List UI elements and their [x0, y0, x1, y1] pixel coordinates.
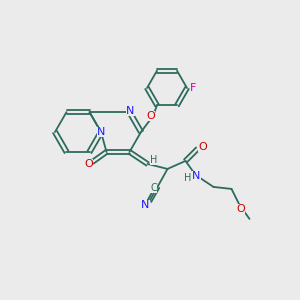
- Text: O: O: [147, 111, 155, 121]
- Text: H: H: [150, 155, 157, 165]
- Text: N: N: [97, 127, 105, 137]
- Text: F: F: [190, 83, 196, 93]
- Text: C: C: [150, 183, 157, 193]
- Text: O: O: [84, 159, 93, 169]
- Text: O: O: [236, 204, 245, 214]
- Text: N: N: [126, 106, 135, 116]
- Text: O: O: [198, 142, 207, 152]
- Text: N: N: [141, 200, 150, 210]
- Text: H: H: [184, 173, 191, 183]
- Text: N: N: [192, 171, 201, 181]
